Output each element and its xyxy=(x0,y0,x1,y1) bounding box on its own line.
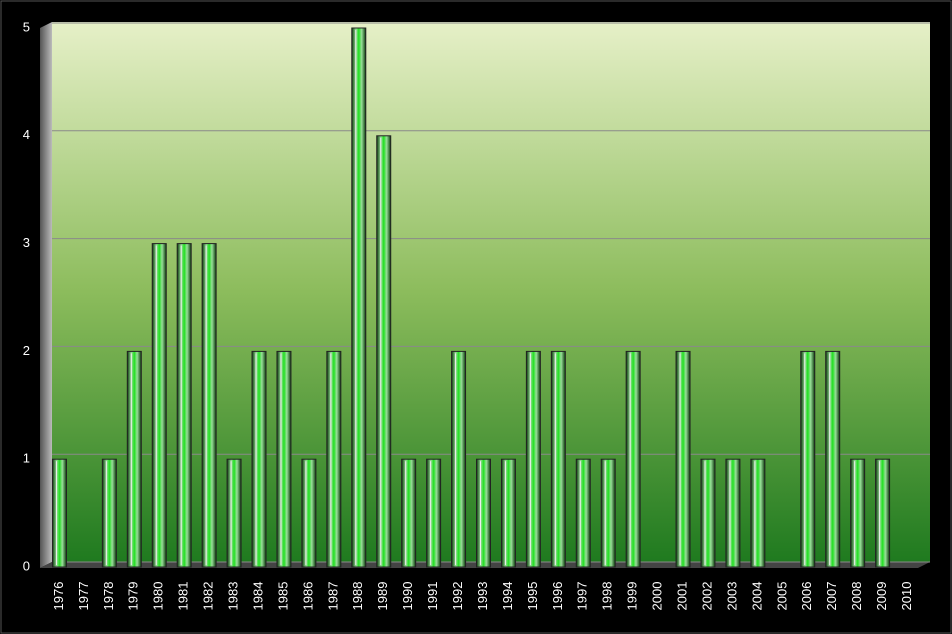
bar xyxy=(575,458,591,568)
x-tick-label: 1997 xyxy=(575,582,590,611)
y-tick-label: 4 xyxy=(23,127,30,142)
y-tick-label: 3 xyxy=(23,235,30,250)
x-tick-label: 1999 xyxy=(625,582,640,611)
x-tick-label: 1990 xyxy=(400,582,415,611)
bar xyxy=(326,350,342,568)
x-tick-label: 1977 xyxy=(76,582,91,611)
x-tick-label: 1991 xyxy=(425,582,440,611)
x-tick-label: 1980 xyxy=(151,582,166,611)
bar xyxy=(675,350,691,568)
bar xyxy=(725,458,741,568)
bar xyxy=(426,458,442,568)
x-tick-label: 2004 xyxy=(749,582,764,611)
x-tick-label: 1987 xyxy=(325,582,340,611)
y-tick-label: 1 xyxy=(23,451,30,466)
bar xyxy=(476,458,491,568)
side-wall xyxy=(40,22,52,568)
bar xyxy=(226,458,242,568)
x-tick-label: 1986 xyxy=(300,582,315,611)
x-tick-label: 2009 xyxy=(874,582,889,611)
x-tick-label: 1994 xyxy=(500,582,515,611)
bar xyxy=(101,458,117,568)
bar xyxy=(600,458,616,568)
x-tick-label: 1988 xyxy=(350,582,365,611)
bar xyxy=(825,350,841,568)
bar xyxy=(875,458,891,568)
bar xyxy=(351,27,367,568)
x-tick-label: 1985 xyxy=(275,582,290,611)
bar xyxy=(700,458,716,568)
x-tick-label: 1993 xyxy=(475,582,490,611)
x-tick-label: 1998 xyxy=(600,582,615,611)
bar xyxy=(151,243,167,568)
bar xyxy=(500,458,516,568)
x-tick-label: 2008 xyxy=(849,582,864,611)
bar xyxy=(276,350,292,568)
x-tick-label: 1995 xyxy=(525,582,540,611)
bar xyxy=(176,243,192,568)
bar xyxy=(750,458,766,568)
bar xyxy=(625,350,641,568)
bar xyxy=(126,350,142,568)
x-tick-label: 2000 xyxy=(650,582,665,611)
x-tick-label: 2006 xyxy=(799,582,814,611)
bar xyxy=(376,135,392,568)
y-tick-label: 2 xyxy=(23,343,30,358)
x-tick-label: 2001 xyxy=(674,582,689,611)
bar xyxy=(550,350,566,568)
bar xyxy=(451,350,467,568)
x-tick-label: 2007 xyxy=(824,582,839,611)
x-tick-label: 1982 xyxy=(201,582,216,611)
x-tick-label: 1978 xyxy=(101,582,116,611)
x-tick-label: 1992 xyxy=(450,582,465,611)
x-tick-label: 2005 xyxy=(774,582,789,611)
x-tick-label: 1983 xyxy=(226,582,241,611)
y-tick-label: 0 xyxy=(23,558,30,573)
bar xyxy=(800,350,816,568)
bar xyxy=(525,350,541,568)
x-tick-label: 2003 xyxy=(724,582,739,611)
x-tick-label: 2002 xyxy=(699,582,714,611)
x-tick-label: 1989 xyxy=(375,582,390,611)
x-tick-label: 1981 xyxy=(176,582,191,611)
bar xyxy=(301,458,317,568)
x-tick-label: 1976 xyxy=(51,582,66,611)
x-tick-label: 1979 xyxy=(126,582,141,611)
x-tick-label: 2010 xyxy=(899,582,914,611)
y-tick-label: 5 xyxy=(23,19,30,34)
bar xyxy=(251,350,267,568)
bar xyxy=(401,458,417,568)
bar xyxy=(51,458,67,568)
bar xyxy=(201,243,217,568)
x-tick-label: 1984 xyxy=(250,582,265,611)
bar xyxy=(850,458,866,568)
x-tick-label: 1996 xyxy=(550,582,565,611)
